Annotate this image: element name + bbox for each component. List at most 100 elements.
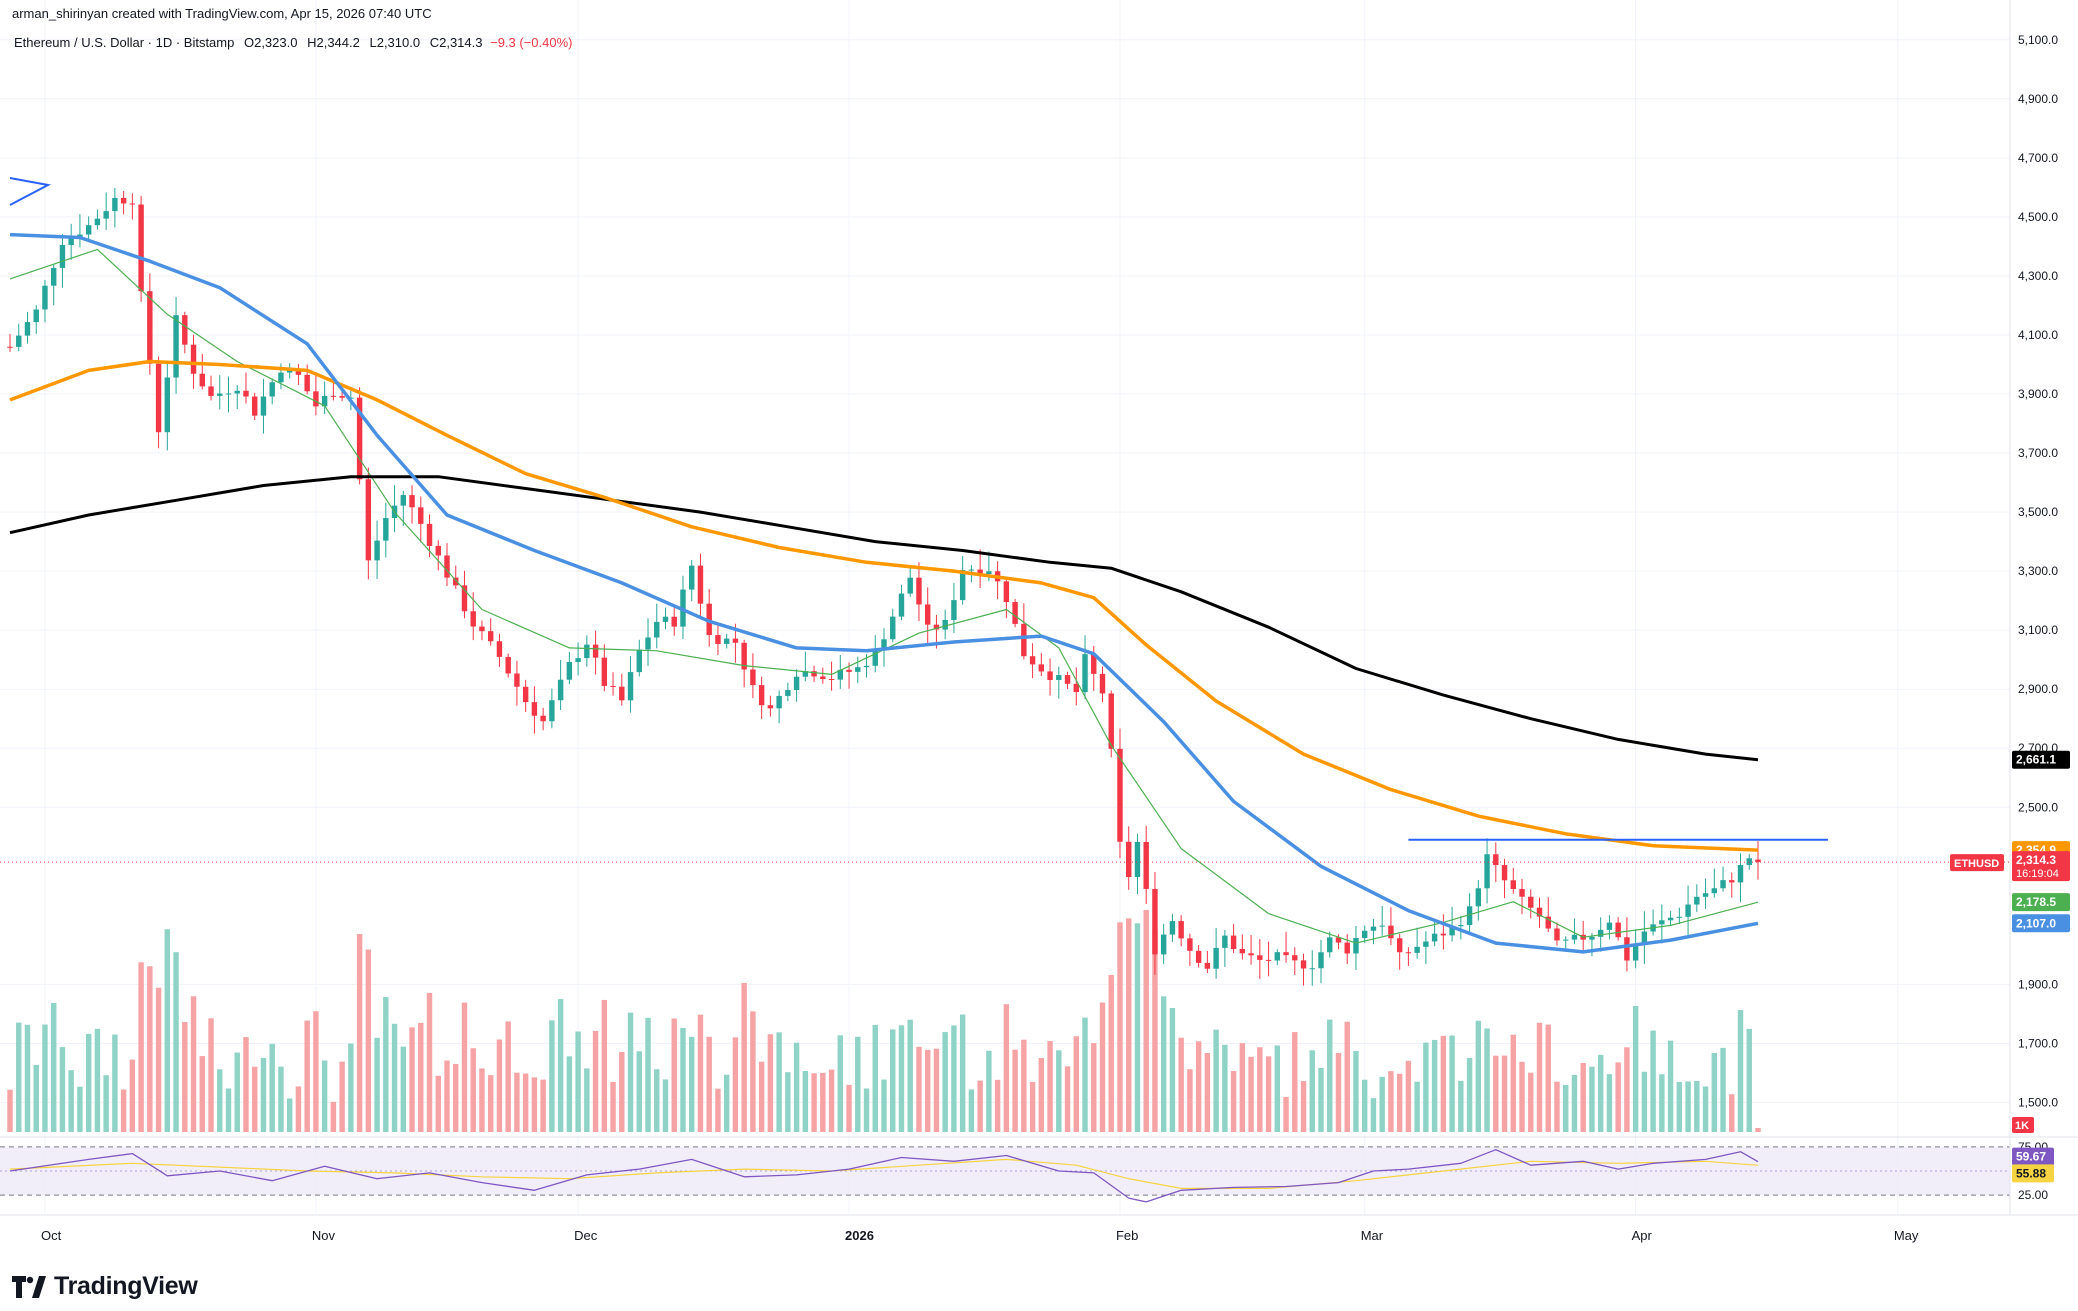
candle-body [654, 621, 660, 638]
volume-bar [592, 1030, 599, 1132]
candle-body [295, 368, 302, 375]
candle-body [645, 637, 651, 650]
volume-bar [811, 1073, 817, 1132]
volume-bar [645, 1017, 651, 1132]
volume-bar [1143, 909, 1149, 1132]
time-axis[interactable]: Oct Nov Dec 2026 Feb Mar Apr May [0, 1214, 2078, 1243]
candle-body [741, 642, 747, 670]
price-axis[interactable]: 5,100.0 4,900.0 4,700.0 4,500.0 4,300.0 4,100… [2009, 0, 2058, 1215]
volume-bar [575, 1031, 581, 1132]
candle-body [225, 393, 232, 395]
current-price-value: 2,314.3 [2016, 853, 2056, 867]
low-label: L [369, 35, 377, 50]
volume-bar [1335, 1053, 1342, 1132]
candle-body [1615, 922, 1621, 938]
volume-bar [1554, 1081, 1560, 1132]
volume-bar [1615, 1062, 1621, 1132]
volume-bar [1431, 1039, 1438, 1132]
volume-bar [356, 934, 363, 1132]
candle-body [269, 382, 275, 397]
volume-bar [1641, 1071, 1648, 1132]
volume-bar [1650, 1030, 1656, 1132]
symbol-legend[interactable]: Ethereum / U.S. Dollar · 1D · Bitstamp O… [14, 35, 573, 50]
candle-body [7, 346, 13, 348]
volume-bar [1274, 1045, 1281, 1132]
volume-bar [1597, 1054, 1604, 1132]
volume-bar [514, 1072, 520, 1132]
candle-body [1099, 673, 1106, 694]
tradingview-logo[interactable]: TradingView [12, 1272, 198, 1301]
candle-body [1117, 748, 1123, 842]
candle-body [1711, 888, 1718, 894]
candle-body [907, 577, 913, 594]
volume-bar [24, 1024, 31, 1132]
volume-bar [1204, 1052, 1211, 1132]
volume-bar [1746, 1028, 1752, 1132]
candle-body [129, 203, 136, 205]
y-tick-label: 4,300.0 [2018, 269, 2058, 283]
volume-bar [767, 1034, 774, 1132]
y-tick-label: 1,900.0 [2018, 977, 2058, 991]
candle-body [1449, 926, 1455, 936]
volume-bar [304, 1020, 310, 1132]
volume-bar [426, 992, 433, 1132]
candle-body [1624, 937, 1630, 961]
candle-body [881, 639, 887, 651]
candle-body [1134, 841, 1141, 878]
candle-body [1676, 916, 1683, 918]
candle-body [1047, 671, 1053, 680]
volume-bar [890, 1029, 896, 1132]
candle-body [1493, 854, 1499, 866]
volume-bar [1056, 1050, 1062, 1132]
candle-body [1423, 941, 1429, 947]
candle-body [164, 377, 171, 433]
candle-body [85, 225, 92, 235]
high-label: H [307, 35, 317, 50]
candle-body [68, 236, 74, 245]
candle-body [383, 518, 389, 541]
candle-body [601, 657, 608, 686]
ma-value-badge [2012, 914, 2070, 933]
y-tick-label: 4,900.0 [2018, 92, 2058, 106]
volume-bar [994, 1079, 1001, 1132]
candle-body [1746, 858, 1752, 866]
volume-bar [1064, 1066, 1071, 1132]
candle-body [776, 695, 782, 709]
y-tick-label: 3,100.0 [2018, 623, 2058, 637]
candle-body [199, 373, 205, 387]
candle-body [1108, 693, 1114, 749]
volume-bar [601, 999, 608, 1132]
x-tick-label: 2026 [845, 1228, 874, 1243]
volume-bar [383, 997, 389, 1132]
price-badges: 2,661.12,354.92,178.52,107.02,314.316:19… [1950, 750, 2070, 1183]
volume-bar [697, 1014, 704, 1132]
candle-body [505, 656, 511, 674]
volume-bar [1458, 1080, 1464, 1132]
volume-bar [348, 1043, 354, 1132]
volume-bar [846, 1084, 852, 1132]
candle-body [339, 396, 345, 398]
volume-bar [584, 1068, 590, 1132]
candle-body [1370, 926, 1377, 931]
volume-bar [1545, 1024, 1551, 1132]
candlesticks [7, 187, 1761, 986]
candle-body [1204, 962, 1211, 969]
candle-body [1659, 920, 1665, 925]
ma-black-line [9, 475, 1759, 762]
volume-bar [1396, 1073, 1403, 1132]
candle-body [1396, 938, 1403, 953]
volume-bar [1755, 1128, 1761, 1132]
volume-bar [1440, 1035, 1447, 1132]
volume-bar [619, 1051, 625, 1132]
volume-bar [654, 1069, 660, 1132]
candle-body [767, 705, 774, 709]
close-label: C [429, 35, 440, 50]
volume-bar [164, 929, 171, 1132]
volume-bar [1659, 1074, 1665, 1132]
volume-bar [531, 1077, 538, 1132]
candle-body [426, 523, 433, 546]
volume-bar [741, 982, 747, 1132]
candle-body [671, 616, 677, 627]
candle-body [1152, 888, 1158, 955]
